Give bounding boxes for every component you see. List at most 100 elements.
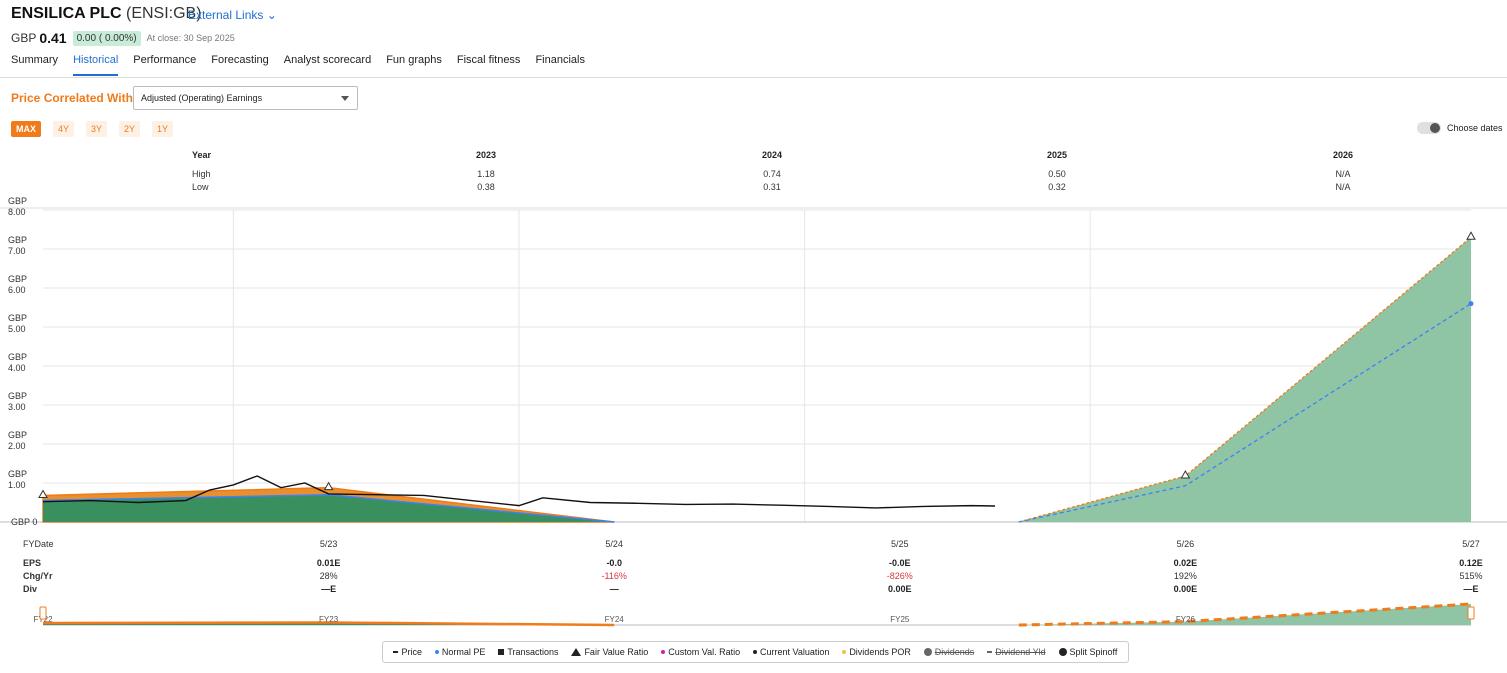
legend-label: Dividends xyxy=(934,647,975,657)
tab-forecasting[interactable]: Forecasting xyxy=(211,54,269,66)
year-table-low: N/A xyxy=(1335,182,1350,192)
range-2y-button[interactable]: 2Y xyxy=(119,121,141,137)
choose-dates-toggle[interactable] xyxy=(1417,122,1441,134)
legend-label: Current Valuation xyxy=(760,647,830,657)
normal-pe-area-historical xyxy=(43,494,615,522)
fy-table-row-label: FYDate xyxy=(23,539,54,549)
legend-item-transactions[interactable]: Transactions xyxy=(498,647,559,657)
year-table-high: 1.18 xyxy=(477,169,495,179)
legend-label: Dividends POR xyxy=(849,647,911,657)
tab-summary[interactable]: Summary xyxy=(11,54,59,66)
legend-item-fair-value-ratio[interactable]: Fair Value Ratio xyxy=(571,647,648,657)
y-tick-label: GBP 1.00 xyxy=(8,469,27,490)
y-tick-label: GBP 8.00 xyxy=(8,196,27,217)
legend-item-price[interactable]: Price xyxy=(393,647,422,657)
year-table-header-label: Year xyxy=(192,150,212,160)
y-tick-label-value: 4.00 xyxy=(8,363,26,373)
tab-divider xyxy=(0,77,1507,78)
y-tick-label: GBP 4.00 xyxy=(8,352,27,373)
fy-table-row-label: Div xyxy=(23,584,37,594)
fy-div: —E xyxy=(1463,584,1478,594)
fair-value-triangle-marker xyxy=(38,489,48,498)
y-tick-label-unit: GBP xyxy=(8,274,27,284)
fair-value-triangle-marker xyxy=(1180,469,1191,479)
close-timestamp: At close: 30 Sep 2025 xyxy=(146,33,235,43)
navigator-label: FY23 xyxy=(319,615,339,624)
legend-item-dividends-por[interactable]: Dividends POR xyxy=(842,647,911,657)
y-tick-label-value: 1.00 xyxy=(8,480,26,490)
tab-performance[interactable]: Performance xyxy=(133,54,197,66)
navigator-label: FY26 xyxy=(1176,615,1196,624)
y-tick-label-value: 2.00 xyxy=(8,441,26,451)
correlation-select[interactable]: Adjusted (Operating) Earnings xyxy=(133,86,358,110)
fy-eps: -0.0 xyxy=(606,558,622,568)
legend-item-dividend-yld[interactable]: Dividend Yld xyxy=(987,647,1046,657)
navigator-fair-value-line xyxy=(42,621,615,627)
legend-item-dividends[interactable]: Dividends xyxy=(923,647,975,657)
navigator-handle xyxy=(39,606,47,620)
current-price: 0.41 xyxy=(39,30,67,46)
year-table-low: 0.32 xyxy=(1048,182,1066,192)
fy-chg: -826% xyxy=(887,571,913,581)
fair-value-triangle-marker xyxy=(1466,231,1476,240)
fy-div: 0.00E xyxy=(888,584,912,594)
y-tick-label: GBP 7.00 xyxy=(8,235,27,256)
normal-pe-line-historical xyxy=(42,493,615,523)
fy-eps: -0.0E xyxy=(889,558,911,568)
fy-table-row-label: Chg/Yr xyxy=(23,571,53,581)
legend-label: Split Spinoff xyxy=(1069,647,1118,657)
external-links-dropdown[interactable]: External Links ⌄ xyxy=(188,8,277,22)
year-table-high: 0.50 xyxy=(1048,169,1066,179)
legend-label: Fair Value Ratio xyxy=(584,647,649,657)
tab-financials[interactable]: Financials xyxy=(535,54,585,66)
range-buttons: MAX 4Y 3Y 2Y 1Y xyxy=(11,121,185,137)
tab-fun-graphs[interactable]: Fun graphs xyxy=(386,54,442,66)
fair-value-triangle-marker xyxy=(323,481,334,491)
year-table-year: 2023 xyxy=(476,150,496,160)
price-currency: GBP xyxy=(11,31,37,45)
legend-item-custom-val-ratio[interactable]: Custom Val. Ratio xyxy=(661,647,740,657)
chart-lines xyxy=(38,231,1476,523)
range-1y-button[interactable]: 1Y xyxy=(152,121,174,137)
choose-dates-label: Choose dates xyxy=(1447,123,1503,133)
choose-dates-control[interactable]: Choose dates xyxy=(1417,122,1503,134)
range-max-button[interactable]: MAX xyxy=(11,121,41,137)
year-table: Year High Low 2023 1.18 0.38 2024 0.74 0.31 2025 0… xyxy=(192,150,1353,192)
y-tick-label: GBP 6.00 xyxy=(8,274,27,295)
y-tick-label-unit: GBP xyxy=(8,430,27,440)
price-correlated-label: Price Correlated With xyxy=(11,91,133,105)
fy-date: 5/26 xyxy=(1177,539,1195,549)
fy-chg: 192% xyxy=(1174,571,1197,581)
year-table-year: 2026 xyxy=(1333,150,1353,160)
company-name: ENSILICA PLC xyxy=(11,5,122,22)
fy-table: FYDate EPS Chg/Yr Div 5/23 0.01E 28% —E 5/24 -0.0… xyxy=(23,539,1483,594)
year-table-year: 2025 xyxy=(1047,150,1067,160)
fy-date: 5/25 xyxy=(891,539,909,549)
y-tick-label-value: 8.00 xyxy=(8,207,26,217)
fy-date: 5/27 xyxy=(1462,539,1480,549)
fy-eps: 0.12E xyxy=(1459,558,1483,568)
y-tick-label-value: 5.00 xyxy=(8,324,26,334)
fy-div: — xyxy=(610,584,619,594)
navigator-fair-value-forecast-line xyxy=(1018,602,1472,627)
legend-item-normal-pe[interactable]: Normal PE xyxy=(434,647,485,657)
tab-historical[interactable]: Historical xyxy=(73,54,119,76)
normal-pe-point xyxy=(1468,301,1474,307)
tab-analyst-scorecard[interactable]: Analyst scorecard xyxy=(283,54,372,66)
caret-down-icon xyxy=(341,96,349,101)
fy-chg: 28% xyxy=(320,571,338,581)
y-tick-label-unit: GBP xyxy=(8,196,27,206)
range-3y-button[interactable]: 3Y xyxy=(86,121,108,137)
tab-fiscal-fitness[interactable]: Fiscal fitness xyxy=(456,54,521,66)
navigator: FY22FY23FY24FY25FY26 xyxy=(33,602,1475,627)
y-tick-label: GBP 2.00 xyxy=(8,430,27,451)
range-4y-button[interactable]: 4Y xyxy=(53,121,75,137)
legend-label: Dividend Yld xyxy=(995,647,1046,657)
circle-icon xyxy=(923,648,932,656)
legend-item-split-spinoff[interactable]: Split Spinoff xyxy=(1058,647,1118,657)
legend-item-current-valuation[interactable]: Current Valuation xyxy=(753,647,829,657)
year-table-high: N/A xyxy=(1335,169,1350,179)
navigator-label: FY24 xyxy=(605,615,625,624)
dot-icon xyxy=(434,650,439,654)
fy-date: 5/24 xyxy=(605,539,623,549)
